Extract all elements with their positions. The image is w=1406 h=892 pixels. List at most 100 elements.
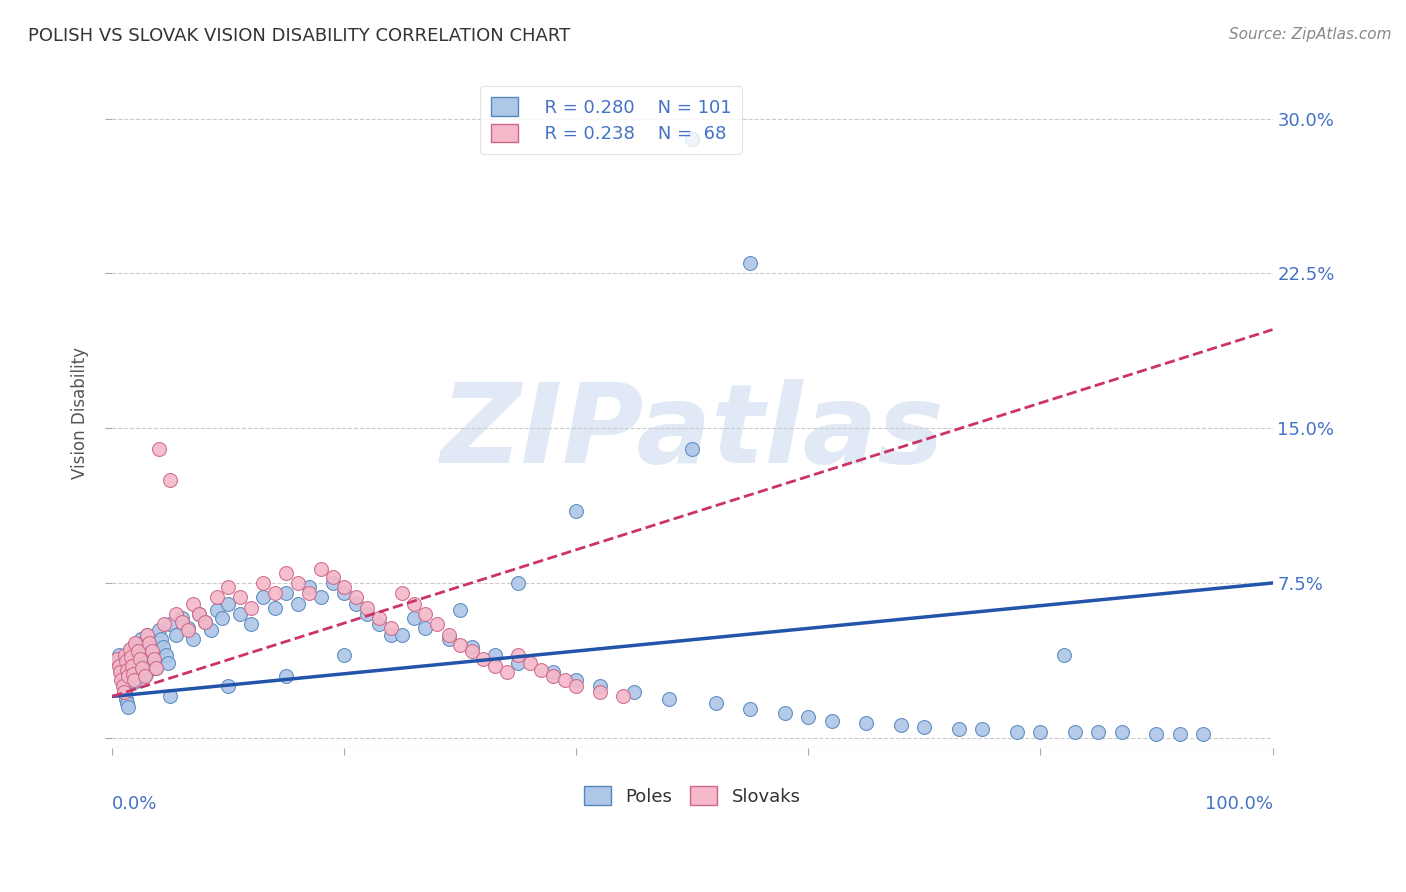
Point	[356, 600, 378, 615]
Point	[461, 640, 484, 654]
Point	[183, 632, 205, 646]
Point	[1053, 648, 1076, 663]
Point	[229, 607, 252, 621]
Point	[217, 580, 239, 594]
Point	[142, 652, 165, 666]
Point	[188, 607, 211, 621]
Point	[322, 576, 344, 591]
Point	[415, 607, 437, 621]
Point	[229, 591, 252, 605]
Point	[145, 660, 167, 674]
Point	[740, 256, 762, 270]
Point	[380, 621, 402, 635]
Point	[623, 685, 645, 699]
Point	[118, 644, 141, 658]
Point	[111, 673, 134, 687]
Point	[426, 617, 449, 632]
Point	[141, 644, 163, 658]
Point	[136, 627, 159, 641]
Point	[704, 696, 727, 710]
Point	[472, 652, 495, 666]
Point	[165, 607, 187, 621]
Point	[156, 657, 179, 671]
Point	[368, 611, 391, 625]
Point	[565, 673, 588, 687]
Y-axis label: Vision Disability: Vision Disability	[72, 347, 89, 479]
Point	[134, 669, 156, 683]
Point	[333, 648, 356, 663]
Point	[773, 706, 796, 720]
Point	[112, 679, 135, 693]
Point	[508, 648, 530, 663]
Point	[612, 690, 634, 704]
Point	[211, 611, 233, 625]
Text: ZIPatlas: ZIPatlas	[440, 379, 945, 486]
Point	[136, 627, 159, 641]
Point	[240, 600, 263, 615]
Point	[681, 132, 703, 146]
Point	[252, 591, 274, 605]
Point	[200, 624, 222, 638]
Point	[110, 665, 132, 679]
Point	[495, 665, 517, 679]
Point	[120, 650, 142, 665]
Point	[1064, 724, 1087, 739]
Point	[121, 663, 143, 677]
Point	[797, 710, 820, 724]
Point	[142, 652, 165, 666]
Point	[129, 673, 152, 687]
Point	[194, 615, 217, 629]
Point	[121, 658, 143, 673]
Point	[115, 696, 138, 710]
Point	[127, 644, 149, 658]
Point	[356, 607, 378, 621]
Point	[252, 576, 274, 591]
Point	[484, 658, 506, 673]
Point	[1146, 726, 1168, 740]
Point	[183, 597, 205, 611]
Point	[820, 714, 842, 729]
Point	[120, 652, 142, 666]
Text: Source: ZipAtlas.com: Source: ZipAtlas.com	[1229, 27, 1392, 42]
Point	[519, 657, 541, 671]
Point	[170, 611, 193, 625]
Point	[276, 566, 298, 580]
Point	[165, 627, 187, 641]
Point	[110, 658, 132, 673]
Point	[117, 669, 139, 683]
Point	[276, 669, 298, 683]
Point	[153, 617, 176, 632]
Legend: Poles, Slovaks: Poles, Slovaks	[576, 779, 808, 813]
Point	[110, 665, 132, 679]
Text: POLISH VS SLOVAK VISION DISABILITY CORRELATION CHART: POLISH VS SLOVAK VISION DISABILITY CORRE…	[28, 27, 571, 45]
Point	[131, 640, 153, 654]
Point	[129, 632, 152, 646]
Point	[122, 673, 145, 687]
Point	[108, 648, 131, 663]
Point	[217, 679, 239, 693]
Point	[565, 679, 588, 693]
Point	[1029, 724, 1052, 739]
Point	[194, 615, 217, 629]
Point	[205, 603, 228, 617]
Point	[449, 638, 471, 652]
Point	[125, 646, 148, 660]
Point	[391, 627, 413, 641]
Point	[159, 617, 181, 632]
Point	[148, 624, 170, 638]
Point	[972, 723, 994, 737]
Point	[658, 691, 681, 706]
Point	[148, 442, 170, 456]
Point	[205, 591, 228, 605]
Point	[681, 442, 703, 456]
Point	[890, 718, 912, 732]
Point	[122, 675, 145, 690]
Point	[124, 638, 146, 652]
Point	[115, 663, 138, 677]
Point	[287, 597, 309, 611]
Point	[263, 600, 285, 615]
Point	[588, 685, 610, 699]
Point	[508, 576, 530, 591]
Point	[108, 658, 131, 673]
Point	[124, 636, 146, 650]
